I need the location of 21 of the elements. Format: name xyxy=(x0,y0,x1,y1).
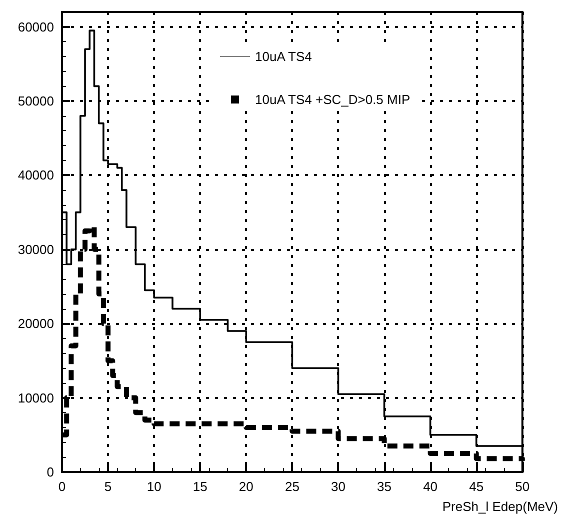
x-tick-label: 0 xyxy=(58,479,66,494)
y-tick-label: 40000 xyxy=(18,168,54,183)
x-tick-label: 40 xyxy=(423,479,438,494)
x-tick-label: 15 xyxy=(192,479,208,494)
legend-label: 10uA TS4 +SC_D>0.5 MIP xyxy=(255,92,410,107)
x-tick-label: 35 xyxy=(377,479,392,494)
y-tick-label: 10000 xyxy=(18,390,54,406)
x-tick-label: 5 xyxy=(104,479,112,494)
legend-label: 10uA TS4 xyxy=(255,49,312,64)
x-tick-label: 45 xyxy=(469,479,484,494)
x-tick-label: 50 xyxy=(515,479,530,494)
x-axis-title: PreSh_l Edep(MeV) xyxy=(442,499,558,514)
y-tick-label: 50000 xyxy=(18,94,54,109)
x-tick-label: 30 xyxy=(331,479,346,494)
y-tick-label: 30000 xyxy=(18,242,54,257)
x-tick-label: 25 xyxy=(284,479,300,494)
x-tick-label: 10 xyxy=(146,479,162,494)
y-tick-label: 20000 xyxy=(18,316,54,332)
y-tick-label: 60000 xyxy=(18,19,54,34)
y-tick-label: 0 xyxy=(46,464,54,480)
x-tick-label: 20 xyxy=(238,479,254,494)
